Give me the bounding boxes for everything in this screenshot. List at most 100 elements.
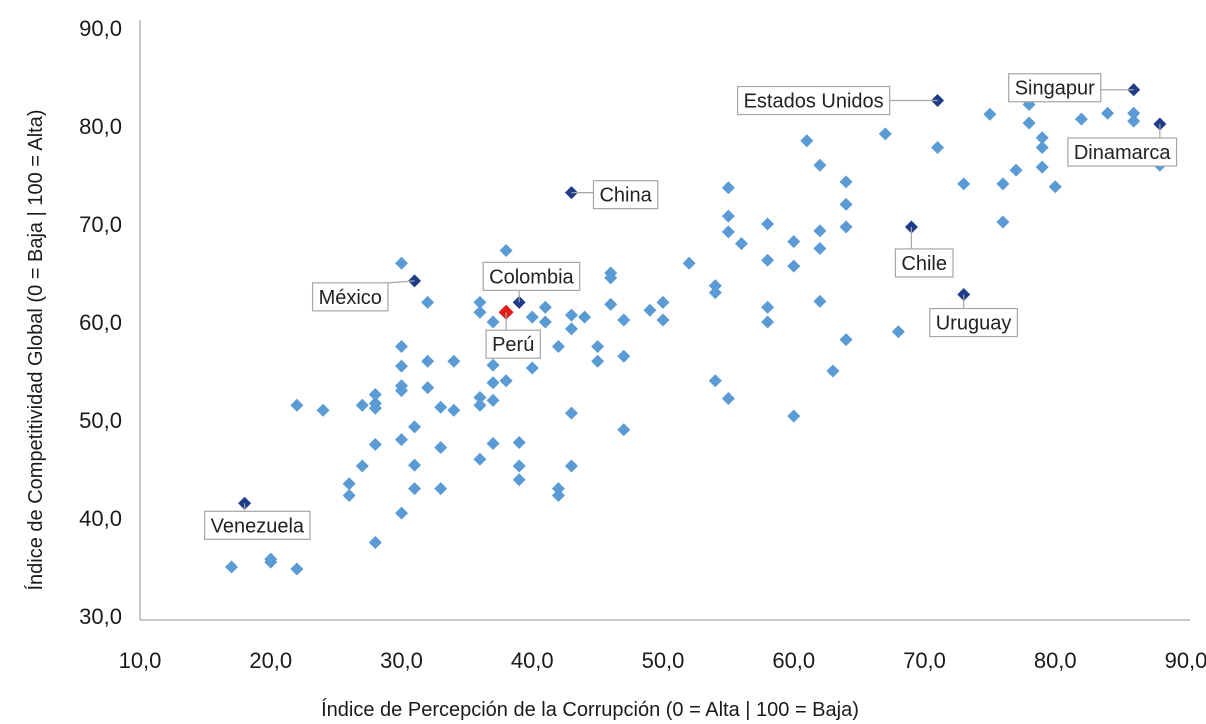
x-tick-label: 10,0 bbox=[119, 648, 162, 673]
callout-venezuela: Venezuela bbox=[204, 503, 311, 540]
data-point bbox=[1127, 106, 1141, 120]
data-point bbox=[525, 310, 539, 324]
data-point bbox=[682, 256, 696, 270]
data-point bbox=[787, 409, 801, 423]
data-point bbox=[983, 107, 997, 121]
data-point bbox=[421, 354, 435, 368]
data-point bbox=[538, 300, 552, 314]
data-point bbox=[813, 242, 827, 255]
data-points bbox=[225, 83, 1167, 576]
data-point bbox=[368, 438, 382, 451]
callout-méxico: México bbox=[311, 280, 415, 312]
data-point bbox=[342, 488, 356, 502]
callout-label: Dinamarca bbox=[1074, 142, 1172, 164]
data-point bbox=[617, 349, 631, 363]
callout-china: China bbox=[571, 180, 659, 210]
country-callouts: Venezuela México China Colombia Estados Unid… bbox=[204, 73, 1178, 540]
data-point bbox=[931, 141, 945, 155]
callout-box bbox=[592, 180, 659, 210]
data-point bbox=[734, 237, 748, 251]
data-point bbox=[1035, 141, 1049, 155]
data-point bbox=[499, 243, 513, 257]
x-tick-label: 80,0 bbox=[1034, 648, 1077, 673]
data-point bbox=[395, 340, 408, 353]
data-point bbox=[499, 374, 513, 388]
data-point bbox=[473, 295, 487, 309]
y-tick-label: 70,0 bbox=[79, 212, 122, 237]
callout-box bbox=[485, 329, 541, 359]
y-tick-label: 50,0 bbox=[79, 408, 122, 433]
callout-peru: Perú bbox=[485, 312, 541, 359]
data-point bbox=[395, 433, 408, 447]
data-point bbox=[473, 452, 487, 466]
y-tick-label: 40,0 bbox=[79, 506, 122, 531]
callout-box bbox=[736, 85, 891, 116]
data-point bbox=[355, 459, 369, 473]
data-point bbox=[551, 482, 565, 496]
y-axis-title: Índice de Competitividad Global (0 = Baj… bbox=[24, 109, 47, 590]
callout-label: Uruguay bbox=[936, 313, 1012, 335]
data-point bbox=[839, 220, 853, 234]
data-point bbox=[721, 209, 735, 223]
data-point bbox=[486, 358, 500, 372]
callout-box bbox=[1067, 137, 1178, 167]
x-tick-label: 60,0 bbox=[772, 648, 815, 673]
x-tick-label: 40,0 bbox=[511, 648, 554, 673]
data-point bbox=[434, 482, 448, 496]
data-point bbox=[290, 398, 304, 412]
callout-leader bbox=[387, 280, 415, 284]
data-point bbox=[486, 437, 500, 451]
data-point bbox=[421, 381, 435, 395]
callout-colombia: Colombia bbox=[482, 261, 581, 303]
data-point bbox=[447, 354, 461, 368]
callout-label: Perú bbox=[492, 334, 534, 356]
x-tick-label: 20,0 bbox=[249, 648, 292, 673]
data-point bbox=[761, 315, 775, 329]
data-point bbox=[564, 406, 578, 420]
y-tick-label: 60,0 bbox=[79, 310, 122, 335]
data-point bbox=[839, 197, 853, 211]
x-tick-label: 90,0 bbox=[1165, 648, 1206, 673]
callout-estados-unidos: Estados Unidos bbox=[736, 85, 938, 116]
callout-box bbox=[204, 510, 311, 540]
data-point bbox=[368, 388, 382, 402]
data-point bbox=[604, 271, 618, 285]
data-point bbox=[473, 398, 487, 412]
data-point bbox=[564, 459, 578, 473]
data-point bbox=[1127, 114, 1141, 128]
data-point bbox=[421, 295, 435, 309]
x-tick-label: 70,0 bbox=[903, 648, 946, 673]
data-point bbox=[787, 259, 801, 273]
data-point bbox=[342, 477, 356, 491]
data-point bbox=[525, 361, 539, 375]
data-point bbox=[996, 215, 1010, 229]
data-point bbox=[708, 286, 722, 300]
data-point bbox=[1048, 180, 1062, 194]
data-point bbox=[617, 313, 631, 327]
callout-box bbox=[894, 248, 954, 278]
data-point bbox=[839, 333, 853, 347]
callout-label: México bbox=[319, 287, 382, 309]
data-point bbox=[813, 294, 827, 308]
callout-box bbox=[482, 261, 581, 291]
data-point bbox=[473, 305, 487, 319]
data-point bbox=[551, 340, 565, 353]
data-point bbox=[721, 225, 735, 239]
data-point bbox=[1101, 106, 1115, 120]
data-point bbox=[447, 403, 461, 417]
callout-box bbox=[311, 282, 389, 312]
data-point bbox=[996, 177, 1010, 191]
data-point bbox=[1009, 163, 1023, 177]
data-point bbox=[656, 295, 670, 309]
data-point bbox=[591, 354, 605, 368]
data-point bbox=[721, 181, 735, 195]
callout-label: Venezuela bbox=[211, 515, 305, 537]
data-point bbox=[486, 376, 500, 390]
data-point bbox=[1035, 160, 1049, 174]
callout-label: Colombia bbox=[489, 266, 574, 288]
highlighted-point bbox=[1153, 117, 1167, 131]
x-tick-label: 30,0 bbox=[380, 648, 423, 673]
data-point bbox=[1074, 112, 1088, 126]
data-point bbox=[316, 403, 330, 417]
data-point bbox=[538, 315, 552, 329]
